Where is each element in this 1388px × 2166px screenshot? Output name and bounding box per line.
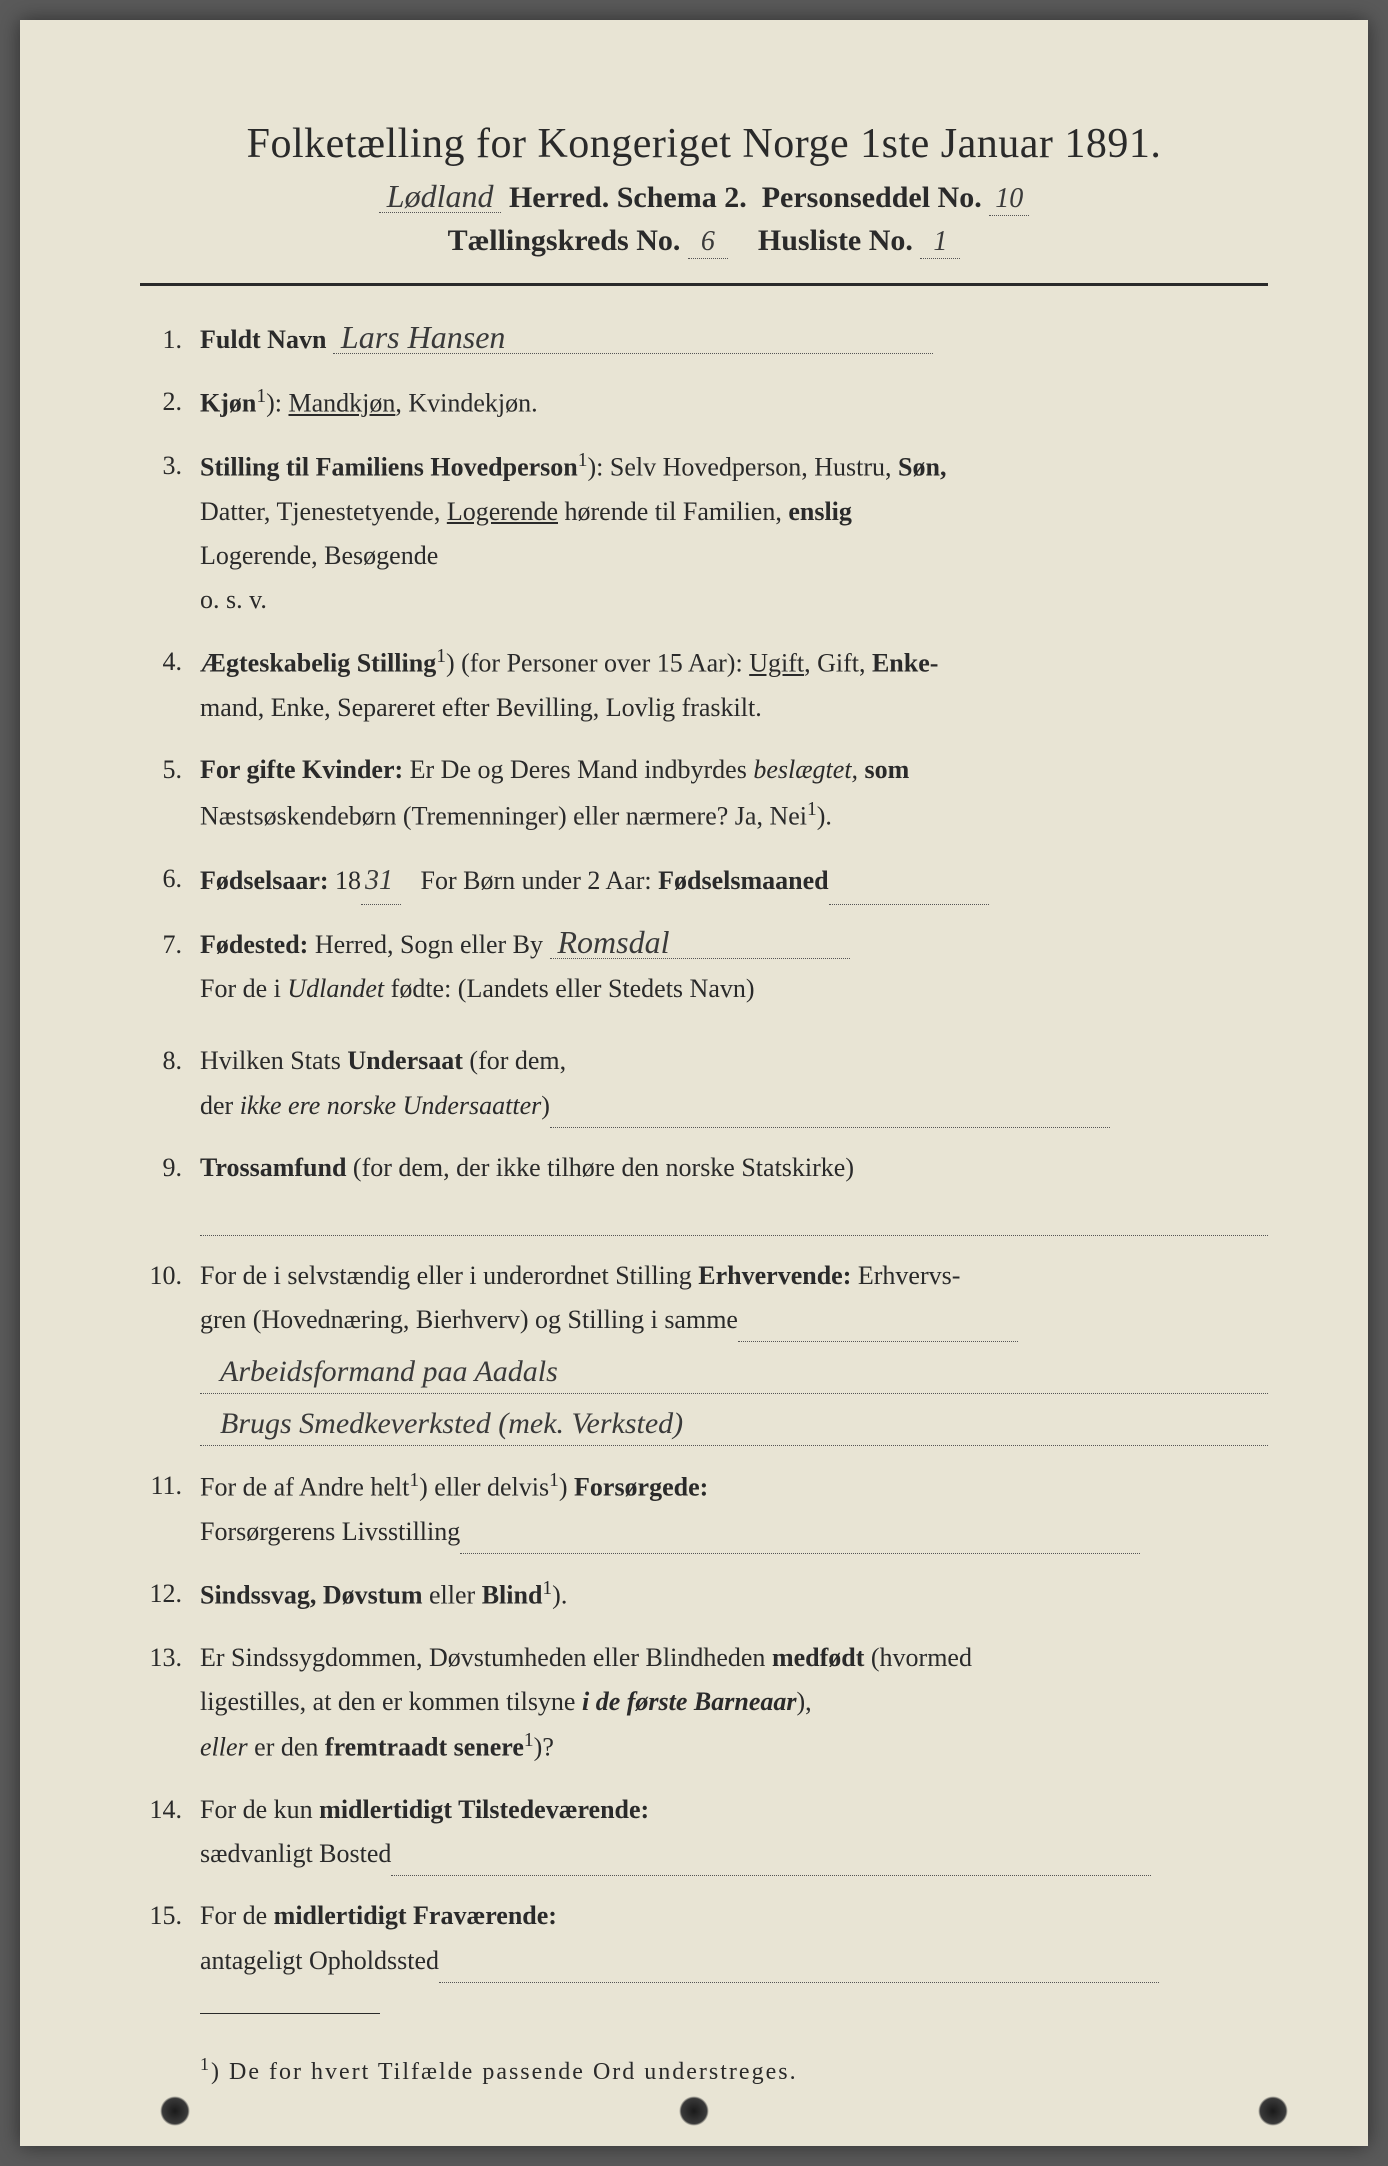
line2: Næstsøskendebørn (Tremenninger) eller næ… xyxy=(200,801,807,830)
item-5: 5. For gifte Kvinder: Er De og Deres Man… xyxy=(140,748,1268,838)
label: Stilling til Familiens Hovedperson xyxy=(200,453,578,482)
item-content: Fuldt Navn Lars Hansen xyxy=(200,318,1268,362)
label: Kjøn xyxy=(200,389,256,418)
rest: , Gift, Enke- xyxy=(804,649,938,678)
item-content: For de af Andre helt1) eller delvis1) Fo… xyxy=(200,1464,1268,1554)
item-num: 1. xyxy=(140,318,200,362)
item-content: Stilling til Familiens Hovedperson1): Se… xyxy=(200,444,1268,622)
selected-gender: Mandkjøn xyxy=(288,389,395,418)
punch-hole-icon xyxy=(160,2096,190,2126)
item-num: 15. xyxy=(140,1894,200,1982)
footnote: 1) De for hvert Tilfælde passende Ord un… xyxy=(200,2054,1268,2086)
item-num: 14. xyxy=(140,1788,200,1876)
whereabouts-blank xyxy=(439,1952,1159,1983)
item-num: 8. xyxy=(140,1039,200,1127)
punch-hole-icon xyxy=(679,2096,709,2126)
item-content: For de midlertidigt Fraværende: antageli… xyxy=(200,1894,1268,1982)
residence-blank xyxy=(391,1845,1151,1876)
label: Fødested: xyxy=(200,930,308,959)
item-13: 13. Er Sindssygdommen, Døvstumheden elle… xyxy=(140,1636,1268,1770)
item-content: Fødested: Herred, Sogn eller By Romsdal … xyxy=(200,923,1268,1011)
item-2: 2. Kjøn1): Mandkjøn, Kvindekjøn. xyxy=(140,380,1268,426)
item-7: 7. Fødested: Herred, Sogn eller By Romsd… xyxy=(140,923,1268,1011)
sup: 1 xyxy=(436,646,446,667)
occupation-1: Arbeidsformand paa Aadals xyxy=(200,1346,1268,1394)
kreds-value: 6 xyxy=(688,226,728,259)
options-rest: , Kvindekjøn. xyxy=(395,389,537,418)
item-content: Ægteskabelig Stilling1) (for Personer ov… xyxy=(200,640,1268,730)
personseddel-value: 10 xyxy=(989,183,1029,216)
label: Ægteskabelig Stilling xyxy=(200,649,436,678)
item-content: For de i selvstændig eller i underordnet… xyxy=(200,1254,1268,1446)
item-content: Trossamfund (for dem, der ikke tilhøre d… xyxy=(200,1146,1268,1236)
item-content: Er Sindssygdommen, Døvstumheden eller Bl… xyxy=(200,1636,1268,1770)
herred-value: Lødland xyxy=(379,180,502,213)
item-15: 15. For de midlertidigt Fraværende: anta… xyxy=(140,1894,1268,1982)
label: Fuldt Navn xyxy=(200,325,326,354)
item-num: 5. xyxy=(140,748,200,838)
kreds-label: Tællingskreds No. xyxy=(448,224,681,257)
item-num: 7. xyxy=(140,923,200,1011)
line4: o. s. v. xyxy=(200,585,267,614)
line2: mand, Enke, Separeret efter Bevilling, L… xyxy=(200,693,762,722)
sup: 1 xyxy=(578,450,588,471)
line1: Selv Hovedperson, Hustru, Søn, xyxy=(610,453,947,482)
form-header: Folketælling for Kongeriget Norge 1ste J… xyxy=(140,120,1268,259)
birth-year: 31 xyxy=(361,857,401,906)
line2: Datter, Tjenestetyende, Logerende hørend… xyxy=(200,497,852,526)
item-14: 14. For de kun midlertidigt Tilstedevære… xyxy=(140,1788,1268,1876)
item-8: 8. Hvilken Stats Undersaat (for dem, der… xyxy=(140,1039,1268,1127)
footnote-divider xyxy=(200,2013,380,2014)
citizenship-blank xyxy=(550,1097,1110,1128)
item-10: 10. For de i selvstændig eller i underor… xyxy=(140,1254,1268,1446)
punch-hole-icon xyxy=(1258,2096,1288,2126)
personseddel-label: Personseddel No. xyxy=(762,181,982,214)
item-num: 9. xyxy=(140,1146,200,1236)
item-num: 6. xyxy=(140,857,200,906)
provider-blank xyxy=(460,1523,1140,1554)
birthplace-value: Romsdal xyxy=(550,926,850,959)
item-11: 11. For de af Andre helt1) eller delvis1… xyxy=(140,1464,1268,1554)
header-row-1: Lødland Herred. Schema 2. Personseddel N… xyxy=(140,180,1268,216)
schema-label: Schema 2. xyxy=(617,181,747,214)
item-3: 3. Stilling til Familiens Hovedperson1):… xyxy=(140,444,1268,622)
husliste-label: Husliste No. xyxy=(758,224,913,257)
header-divider xyxy=(140,283,1268,286)
husliste-value: 1 xyxy=(920,226,960,259)
item-content: For de kun midlertidigt Tilstedeværende:… xyxy=(200,1788,1268,1876)
sup: 1 xyxy=(256,386,266,407)
item-num: 12. xyxy=(140,1572,200,1618)
occupation-2: Brugs Smedkeverksted (mek. Verksted) xyxy=(200,1398,1268,1446)
label: Fødselsaar: xyxy=(200,866,329,895)
item-content: For gifte Kvinder: Er De og Deres Mand i… xyxy=(200,748,1268,838)
label: For gifte Kvinder: xyxy=(200,755,403,784)
form-title: Folketælling for Kongeriget Norge 1ste J… xyxy=(140,120,1268,168)
item-1: 1. Fuldt Navn Lars Hansen xyxy=(140,318,1268,362)
herred-label: Herred. xyxy=(509,181,609,214)
label: Trossamfund xyxy=(200,1153,346,1182)
item-content: Fødselsaar: 1831 For Børn under 2 Aar: F… xyxy=(200,857,1268,906)
item-content: Hvilken Stats Undersaat (for dem, der ik… xyxy=(200,1039,1268,1127)
item-num: 3. xyxy=(140,444,200,622)
item-4: 4. Ægteskabelig Stilling1) (for Personer… xyxy=(140,640,1268,730)
item-num: 2. xyxy=(140,380,200,426)
line3: Logerende, Besøgende xyxy=(200,541,438,570)
item-9: 9. Trossamfund (for dem, der ikke tilhør… xyxy=(140,1146,1268,1236)
name-value: Lars Hansen xyxy=(333,321,933,354)
item-num: 11. xyxy=(140,1464,200,1554)
religion-blank xyxy=(200,1194,1268,1236)
item-content: Sindssvag, Døvstum eller Blind1). xyxy=(200,1572,1268,1618)
census-form-page: Folketælling for Kongeriget Norge 1ste J… xyxy=(20,20,1368,2146)
item-num: 13. xyxy=(140,1636,200,1770)
header-row-2: Tællingskreds No. 6 Husliste No. 1 xyxy=(140,224,1268,259)
item-num: 10. xyxy=(140,1254,200,1446)
item-content: Kjøn1): Mandkjøn, Kvindekjøn. xyxy=(200,380,1268,426)
selected: Ugift xyxy=(749,649,804,678)
item-12: 12. Sindssvag, Døvstum eller Blind1). xyxy=(140,1572,1268,1618)
item-num: 4. xyxy=(140,640,200,730)
birth-month-blank xyxy=(829,874,989,905)
item-6: 6. Fødselsaar: 1831 For Børn under 2 Aar… xyxy=(140,857,1268,906)
